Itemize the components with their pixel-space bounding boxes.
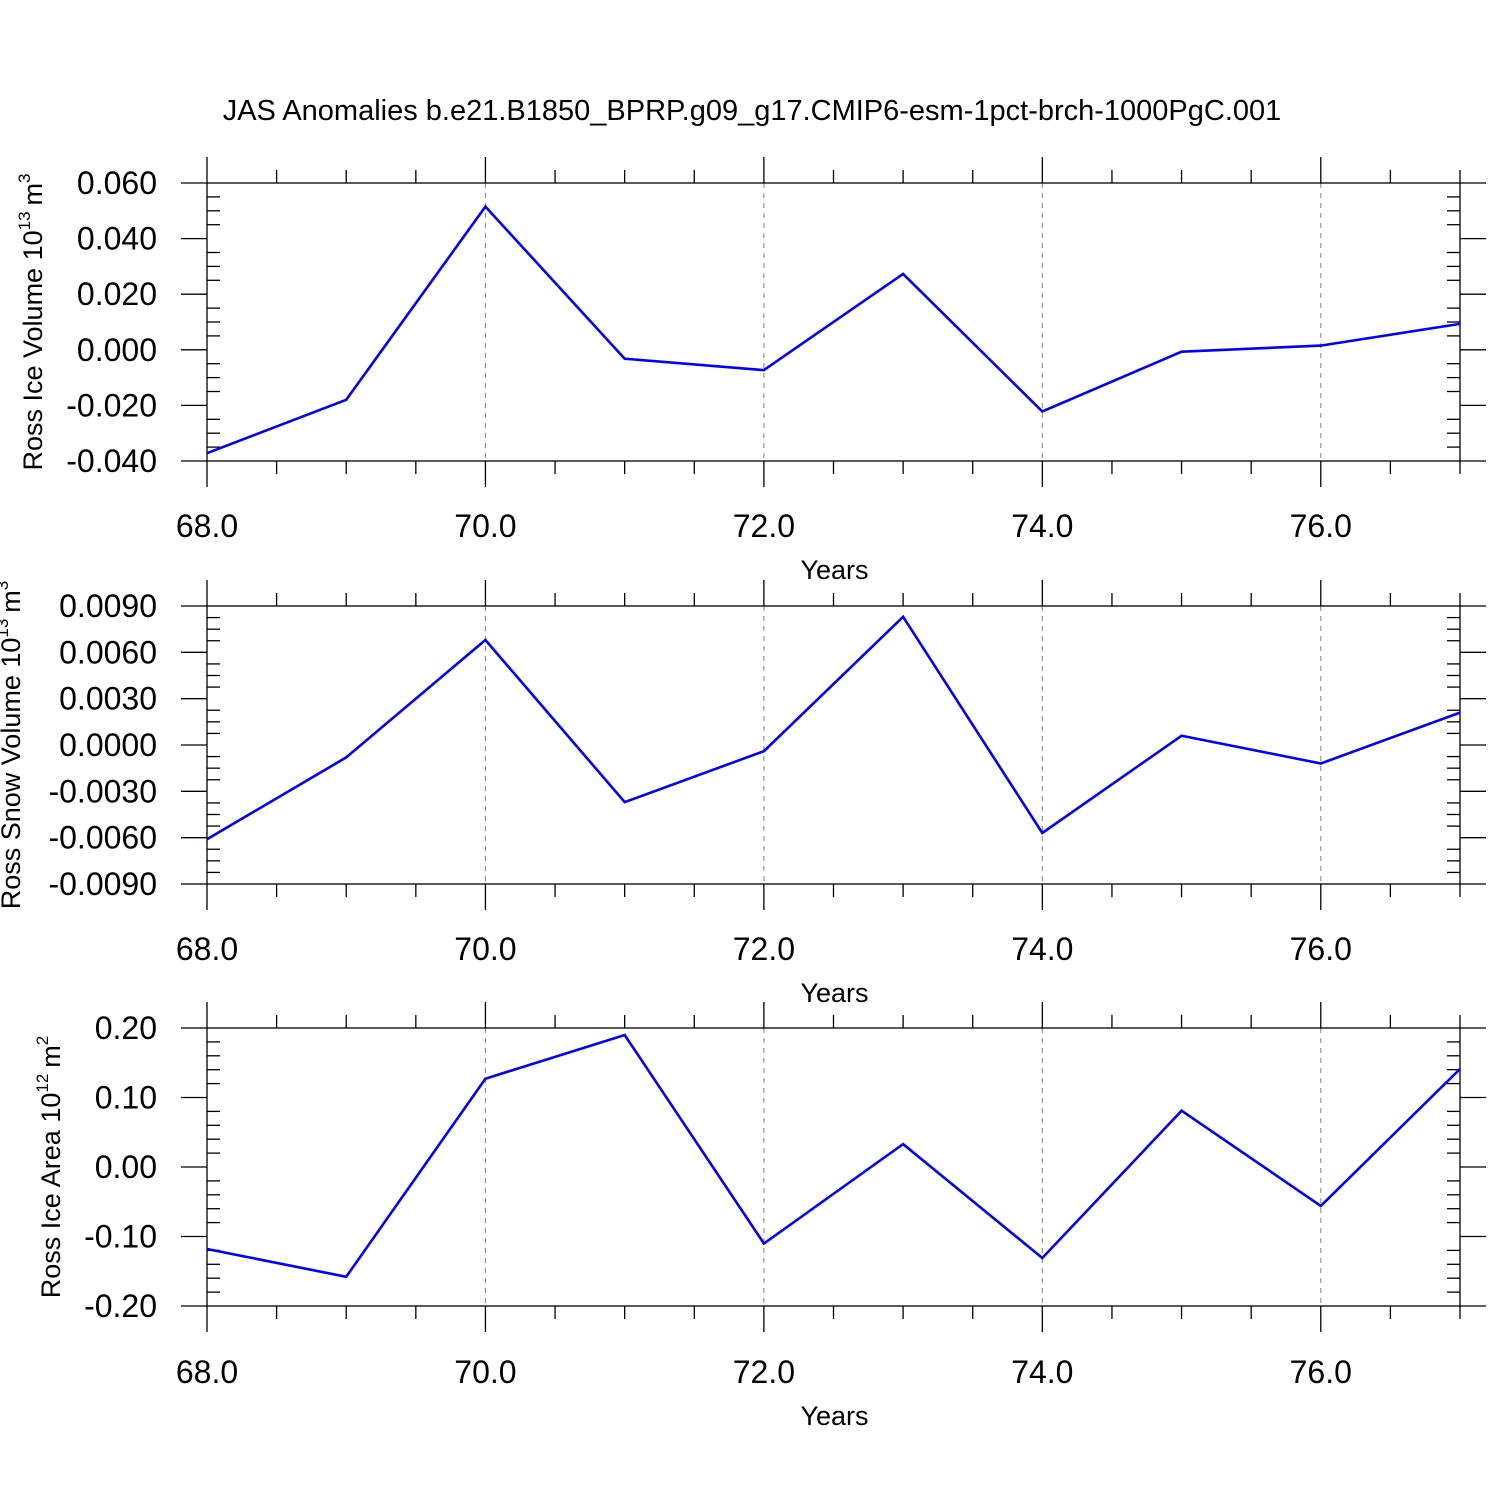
y-axis-title-exponent: 12 <box>33 1074 52 1093</box>
y-tick-label: 0.000 <box>77 332 157 368</box>
y-tick-label: 0.0090 <box>59 588 157 624</box>
y-tick-label: 0.00 <box>95 1149 157 1185</box>
x-tick-label: 72.0 <box>733 508 795 544</box>
x-tick-label: 74.0 <box>1011 508 1073 544</box>
y-axis-title-unit-exponent: 3 <box>15 173 34 182</box>
chart-panel-1: -0.040 -0.020 0.000 0.020 0.040 0.060 68.0 70.0… <box>15 157 1486 585</box>
y-axis-title: Ross Ice Area 1012 m2 <box>33 1036 66 1299</box>
data-series-line <box>206 614 1461 841</box>
data-series-line <box>206 1033 1461 1279</box>
plot-frame <box>206 1027 1461 1307</box>
y-tick-label: -0.040 <box>66 443 157 479</box>
x-axis-title: Years <box>800 978 868 1008</box>
y-tick-label: 0.060 <box>77 165 157 201</box>
chart-panel-3: -0.20 -0.10 0.00 0.10 0.20 68.0 70.0 72.0 74.0 76… <box>33 1002 1486 1431</box>
x-tick-label: 70.0 <box>454 931 516 967</box>
x-tick-label: 76.0 <box>1290 508 1352 544</box>
y-tick-label: -0.0030 <box>48 773 157 809</box>
x-tick-label: 70.0 <box>454 508 516 544</box>
data-series-line <box>206 204 1461 455</box>
y-axis-title-unit-exponent: 2 <box>33 1036 52 1045</box>
y-tick-label: 0.10 <box>95 1080 157 1116</box>
x-tick-label: 76.0 <box>1290 931 1352 967</box>
y-axis-title: Ross Snow Volume 1013 m3 <box>0 581 26 910</box>
y-axis-title-unit: m <box>36 1045 66 1068</box>
y-axis-title-main: Ross Ice Volume 10 <box>18 230 48 470</box>
plot-frame <box>206 605 1461 885</box>
y-tick-label: 0.20 <box>95 1010 157 1046</box>
x-tick-label: 76.0 <box>1290 1354 1352 1390</box>
y-axis-title-exponent: 13 <box>15 211 34 230</box>
y-tick-label: 0.0030 <box>59 681 157 717</box>
y-axis-title-exponent: 13 <box>0 619 12 638</box>
y-tick-label: -0.0060 <box>48 820 157 856</box>
y-axis-title: Ross Ice Volume 1013 m3 <box>15 173 48 470</box>
y-tick-label: 0.040 <box>77 221 157 257</box>
x-tick-label: 74.0 <box>1011 1354 1073 1390</box>
x-axis-title: Years <box>800 555 868 585</box>
y-tick-label: -0.020 <box>66 387 157 423</box>
y-tick-label: 0.0060 <box>59 634 157 670</box>
y-axis-title-main: Ross Snow Volume 10 <box>0 638 26 910</box>
x-tick-label: 70.0 <box>454 1354 516 1390</box>
x-tick-label: 68.0 <box>176 508 238 544</box>
x-tick-label: 68.0 <box>176 931 238 967</box>
y-axis-title-unit: m <box>0 590 26 613</box>
y-tick-label: -0.0090 <box>48 866 157 902</box>
chart-panel-2: -0.0090 -0.0060 -0.0030 0.0000 0.0030 0.0060 0… <box>0 580 1486 1008</box>
x-axis-title: Years <box>800 1401 868 1431</box>
y-axis-title-unit: m <box>18 183 48 206</box>
x-tick-label: 72.0 <box>733 1354 795 1390</box>
y-tick-label: -0.10 <box>84 1219 157 1255</box>
figure-title: JAS Anomalies b.e21.B1850_BPRP.g09_g17.C… <box>223 95 1282 127</box>
x-tick-label: 74.0 <box>1011 931 1073 967</box>
y-axis-title-unit-exponent: 3 <box>0 581 12 590</box>
y-tick-label: 0.020 <box>77 276 157 312</box>
y-tick-label: -0.20 <box>84 1288 157 1324</box>
y-axis-title-main: Ross Ice Area 10 <box>36 1093 66 1299</box>
x-tick-label: 68.0 <box>176 1354 238 1390</box>
y-tick-label: 0.0000 <box>59 727 157 763</box>
x-tick-label: 72.0 <box>733 931 795 967</box>
